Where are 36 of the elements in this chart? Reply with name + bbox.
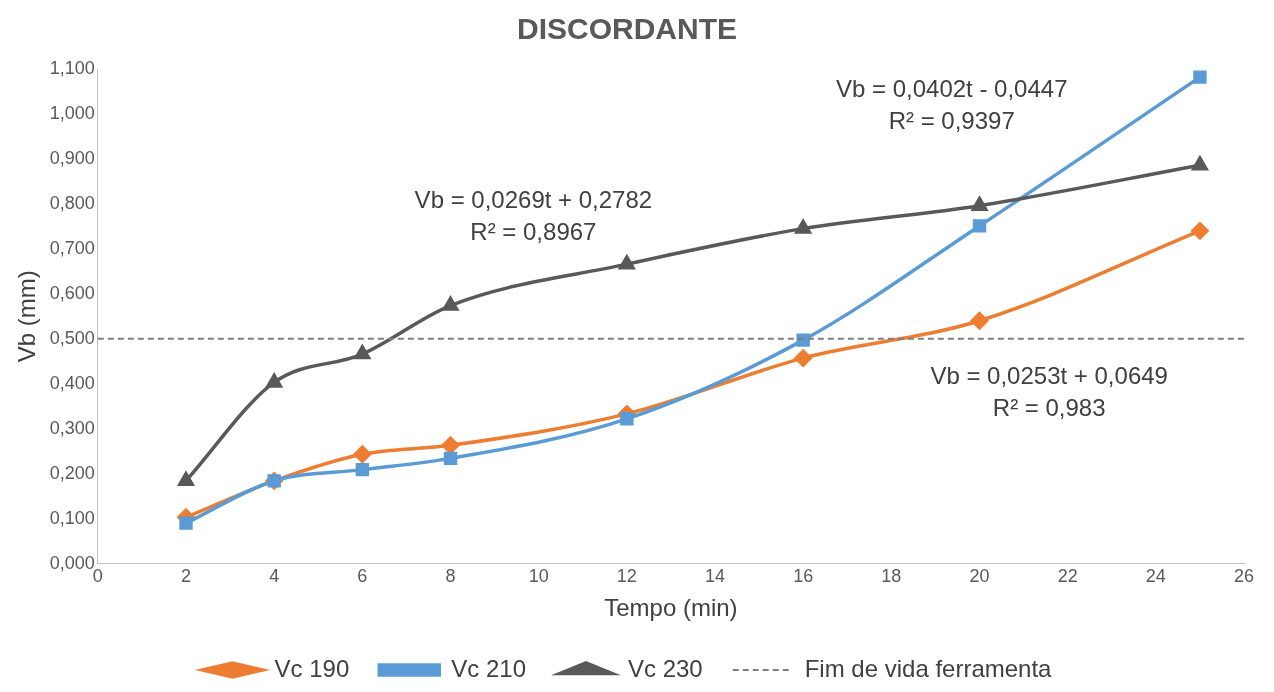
legend-label: Vc 210 (451, 654, 526, 682)
x-tick-label: 2 (181, 566, 192, 587)
x-tick-label: 12 (616, 566, 637, 587)
x-tick-label: 22 (1057, 566, 1078, 587)
chart-title: DISCORDANTE (516, 12, 738, 46)
y-tick-label: 0,000 (49, 552, 95, 573)
x-tick-label: 10 (528, 566, 549, 587)
x-axis-title: Tempo (min) (604, 594, 738, 622)
x-tick-label: 26 (1233, 566, 1255, 587)
y-tick-label: 0,300 (49, 417, 95, 438)
y-tick-label: 0,900 (49, 147, 95, 168)
x-tick-label: 4 (269, 566, 280, 587)
y-tick-label: 0,700 (49, 237, 95, 258)
legend-label: Vc 190 (274, 654, 350, 682)
x-tick-label: 20 (969, 566, 990, 587)
y-tick-label: 0,800 (49, 192, 95, 213)
x-tick-label: 16 (793, 566, 814, 587)
annotation: Vb = 0,0402t - 0,0447 R² = 0,9397 (835, 74, 1068, 134)
x-tick-label: 14 (704, 566, 726, 587)
annotation: Vb = 0,0269t + 0,2782 R² = 0,8967 (414, 186, 653, 246)
x-tick-label: 24 (1145, 566, 1166, 587)
x-tick-label: 0 (92, 566, 103, 587)
annotation: Vb = 0,0253t + 0,0649 R² = 0,983 (930, 361, 1168, 421)
legend-label: Fim de vida ferramenta (804, 654, 1053, 682)
x-tick-label: 8 (445, 566, 456, 587)
y-tick-label: 0,600 (49, 282, 95, 303)
y-tick-label: 0,500 (49, 327, 95, 348)
y-axis-title: Vb (mm) (13, 270, 41, 363)
x-tick-label: 6 (357, 566, 368, 587)
y-tick-label: 0,100 (49, 507, 95, 528)
y-tick-label: 1,100 (49, 57, 95, 78)
y-tick-label: 0,200 (49, 462, 95, 483)
y-tick-label: 0,400 (49, 372, 95, 393)
x-tick-label: 18 (881, 566, 902, 587)
y-tick-label: 1,000 (49, 102, 95, 123)
legend-label: Vc 230 (627, 654, 703, 682)
